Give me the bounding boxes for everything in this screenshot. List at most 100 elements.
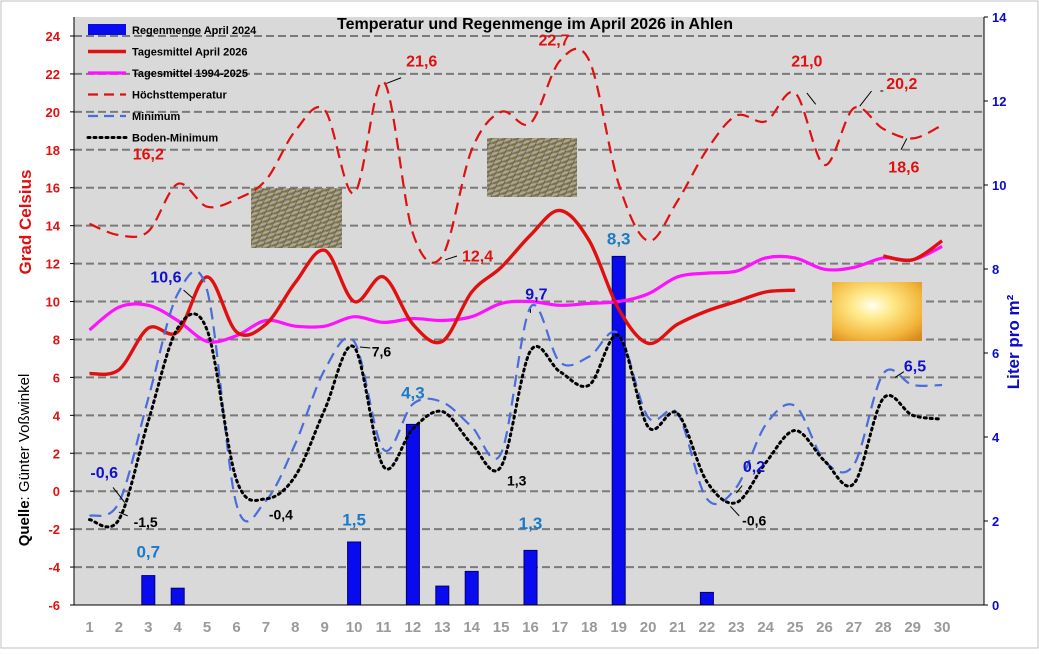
rain-bar (141, 575, 156, 606)
y-axis-left-tick-label: 12 (46, 257, 60, 272)
series-line-min-temp (89, 270, 943, 523)
x-axis-tick-label: 16 (522, 619, 539, 636)
y-axis-left-tick-label: 8 (53, 332, 60, 347)
data-label: 6,5 (904, 359, 926, 376)
y-axis-left-tick-label: 16 (46, 181, 60, 196)
data-label: 21,6 (406, 53, 437, 70)
x-axis-tick-label: 10 (346, 619, 363, 636)
series-line-max-temp (89, 47, 943, 264)
legend-label-ground-min: Boden-Minimum (132, 133, 218, 145)
x-axis-tick-label: 23 (728, 619, 745, 636)
y-axis-right-tick-label: 14 (992, 10, 1007, 25)
x-axis-tick-label: 20 (640, 619, 657, 636)
y-axis-right-tick-label: 2 (992, 514, 999, 529)
x-axis-tick-label: 28 (875, 619, 892, 636)
annotation-leader-line (859, 90, 872, 107)
data-label: 1,3 (519, 514, 543, 533)
legend-label-max-temp: Höchsttemperatur (132, 90, 227, 102)
annotation-leader-line (900, 138, 908, 151)
legend-label-mean-2026: Tagesmittel April 2026 (132, 47, 248, 59)
x-axis-tick-label: 30 (934, 619, 951, 636)
annotation-leader-line (894, 371, 905, 378)
data-label: 21,0 (791, 53, 822, 70)
y-axis-left-tick-label: 6 (53, 370, 60, 385)
x-axis-tick-label: 9 (321, 619, 329, 636)
annotation-leader-line (806, 92, 817, 105)
chart-title: Temperatur und Regenmenge im April 2026 … (337, 16, 733, 33)
rain-bar (170, 587, 185, 606)
series-line-ground-min (88, 312, 944, 529)
series-line-mean-1994-2025 (88, 245, 943, 344)
y-axis-right-tick-label: 4 (992, 430, 1000, 445)
y-axis-right-tick-label: 6 (992, 346, 999, 361)
y-axis-right-tick-label: 12 (992, 94, 1006, 109)
data-label: -0,4 (269, 507, 293, 523)
y-axis-left-tick-label: 0 (53, 484, 60, 499)
weather-photo-rain-1 (251, 188, 342, 248)
x-axis-tick-label: 29 (904, 619, 921, 636)
y-axis-right-tick-label: 10 (992, 178, 1006, 193)
source-label: Quelle (16, 500, 33, 546)
weather-photo-sun (832, 282, 922, 341)
y-axis-left-tick-label: -6 (48, 598, 60, 613)
annotation-leader-line (386, 77, 402, 84)
y-axis-left-tick-label: -4 (48, 560, 60, 575)
annotation-leader-line (118, 511, 128, 517)
legend-label-mean-1994-2025: Tagesmittel 1994-2025 (132, 68, 248, 80)
data-label: -1,5 (134, 514, 158, 530)
rain-bar (523, 549, 538, 606)
x-axis-tick-label: 3 (144, 619, 152, 636)
legend-swatch-rain (88, 24, 126, 35)
y-axis-left-tick-label: 24 (46, 29, 61, 44)
data-label: -0,6 (742, 512, 766, 528)
x-axis-tick-label: 25 (787, 619, 804, 636)
x-axis-tick-label: 13 (434, 619, 451, 636)
data-label: 7,6 (372, 344, 392, 360)
data-label: 1,5 (342, 510, 366, 529)
annotation-leader-line (730, 506, 740, 517)
y-axis-right-tick-label: 8 (992, 262, 999, 277)
x-axis-tick-label: 6 (232, 619, 240, 636)
x-axis-tick-label: 8 (291, 619, 299, 636)
x-axis-tick-label: 17 (552, 619, 569, 636)
x-axis-tick-label: 18 (581, 619, 598, 636)
y-axis-right-tick-label: 0 (992, 598, 999, 613)
data-label: 12,4 (462, 249, 493, 266)
legend-label-min-temp: Minimum (132, 111, 180, 123)
x-axis-tick-label: 19 (610, 619, 627, 636)
rain-bar (464, 570, 479, 606)
x-axis-tick-label: 2 (115, 619, 123, 636)
source-name: : Günter Voßwinkel (16, 374, 33, 501)
data-label: 0,2 (743, 459, 765, 476)
data-label: 16,2 (133, 146, 164, 163)
data-label: 22,7 (538, 32, 569, 49)
annotation-leader-line (359, 346, 371, 349)
annotation-leader-line (735, 485, 743, 494)
annotation-leader-line (445, 255, 458, 261)
y-axis-left-tick-label: 20 (46, 105, 60, 120)
y-axis-left-tick-label: -2 (48, 522, 60, 537)
data-label: 0,7 (136, 543, 160, 562)
y-axis-right-label: Liter pro m² (1004, 294, 1023, 389)
weather-photo-rain-2 (487, 138, 577, 197)
rain-bar (699, 591, 714, 606)
annotation-leader-line (183, 289, 193, 299)
x-axis-tick-label: 12 (405, 619, 422, 636)
x-axis-tick-label: 5 (203, 619, 211, 636)
x-axis-tick-label: 24 (757, 619, 774, 636)
y-axis-left-label: Grad Celsius (16, 170, 35, 275)
data-label: 4,3 (401, 383, 425, 402)
x-axis-tick-label: 27 (846, 619, 863, 636)
y-axis-left-tick-label: 4 (53, 408, 61, 423)
annotation-leader-line (112, 487, 126, 503)
data-label: 1,3 (507, 473, 527, 489)
series-line-mean-2026 (89, 208, 796, 377)
data-label: 8,3 (607, 230, 631, 249)
data-label: 18,6 (888, 160, 919, 177)
x-axis-tick-label: 14 (463, 619, 480, 636)
y-axis-left-tick-label: 22 (46, 67, 60, 82)
y-axis-left-tick-label: 14 (46, 219, 61, 234)
data-label: 20,2 (886, 76, 917, 93)
